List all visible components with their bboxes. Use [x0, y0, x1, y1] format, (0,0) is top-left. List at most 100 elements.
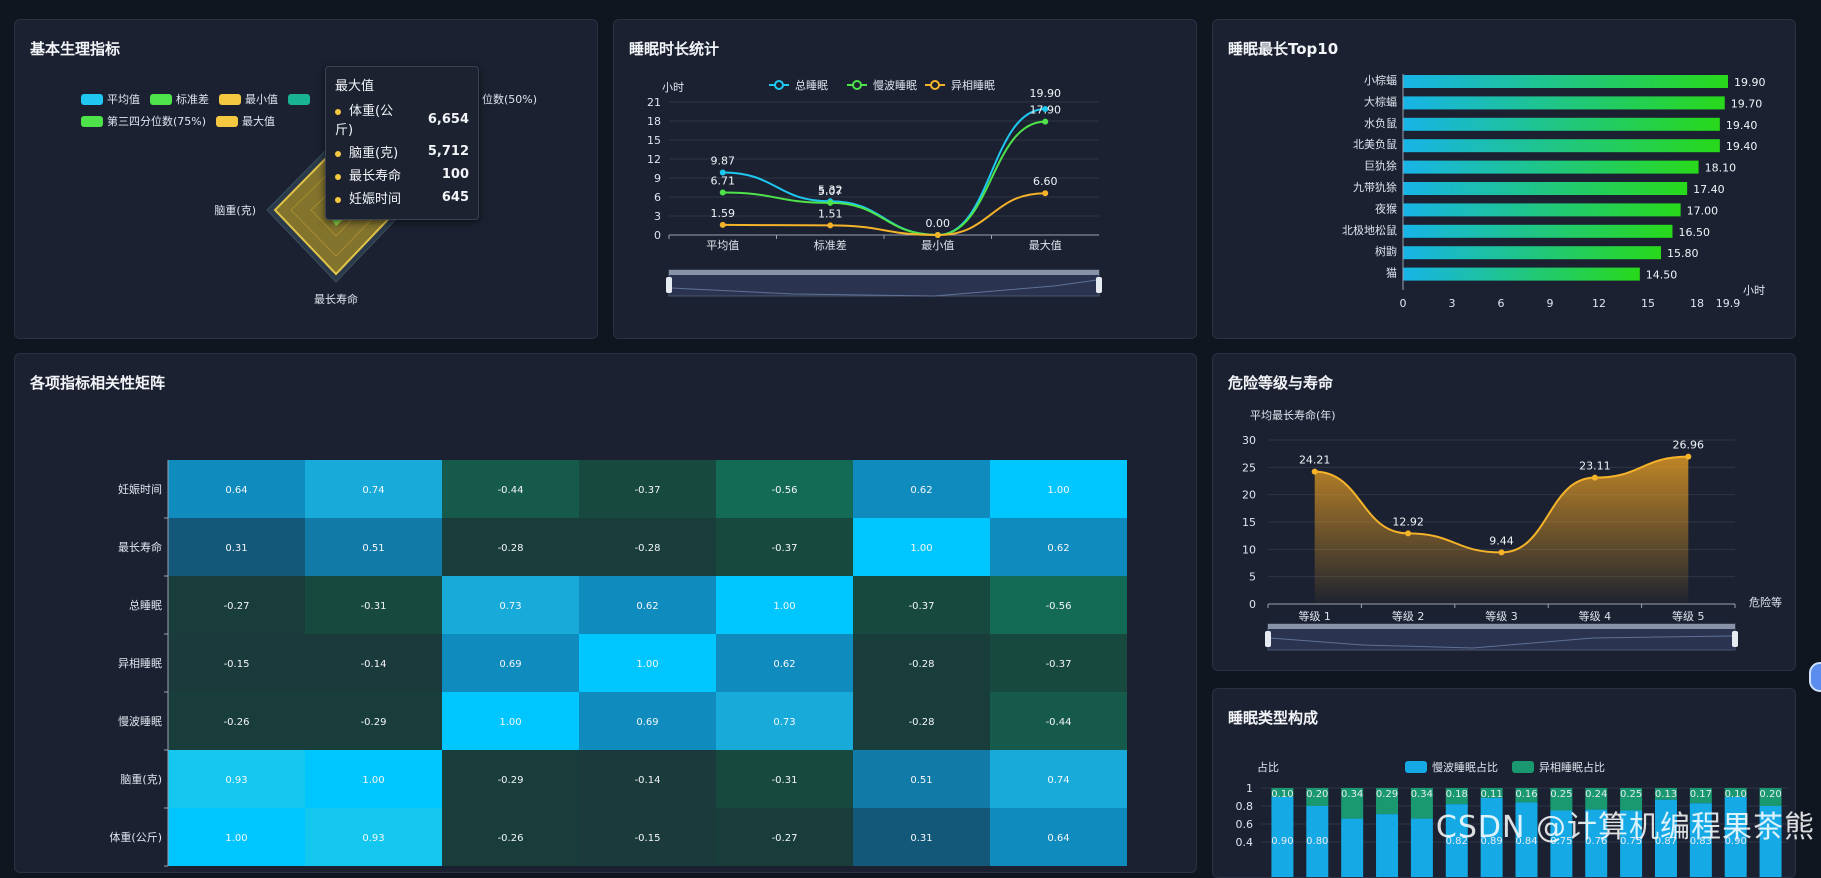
x-tick-label: 9	[1546, 297, 1553, 310]
data-point	[827, 200, 833, 206]
tooltip-row: 脑重(克)5,712	[335, 142, 469, 161]
tooltip-value: 100	[442, 167, 469, 182]
x-tick-label: 6	[1497, 297, 1504, 310]
data-label: 6.60	[1033, 175, 1058, 188]
tooltip-name: 体重(公斤)	[335, 104, 393, 138]
cell-value: 0.62	[773, 659, 795, 670]
y-tick-label: 夜猴	[1375, 201, 1397, 215]
data-point	[1405, 530, 1411, 536]
cell-value: -0.14	[361, 659, 387, 670]
x-axis-title: 小时	[1743, 284, 1765, 297]
row-label: 慢波睡眠	[118, 715, 162, 728]
x-tick-label: 等级 3	[1485, 609, 1518, 623]
data-point	[1042, 190, 1048, 196]
data-label: 6.71	[711, 175, 736, 188]
cell-value: -0.28	[498, 543, 524, 554]
legend-item[interactable]: 第三四分位数(75%)	[81, 113, 206, 129]
y-tick-label: 9	[654, 172, 661, 185]
legend-item[interactable]: 最大值	[216, 113, 275, 129]
data-label: 9.44	[1489, 534, 1514, 547]
radar-legend-partial: 位数(50%)	[482, 91, 537, 107]
y-tick-label: 小棕蝠	[1364, 73, 1397, 87]
legend-item[interactable]	[288, 94, 310, 105]
cell-value: -0.26	[498, 833, 524, 844]
cell-value: -0.37	[909, 601, 935, 612]
cell-value: -0.37	[635, 485, 661, 496]
zoom-handle-left	[1265, 631, 1271, 647]
y-tick-label: 12	[647, 153, 661, 166]
legend-item[interactable]: 标准差	[150, 91, 209, 107]
x-tick-label: 等级 5	[1672, 609, 1705, 623]
radar-legend-row-2: 第三四分位数(75%) 最大值	[81, 113, 275, 129]
data-point	[1592, 475, 1598, 481]
data-point	[720, 222, 726, 228]
data-label: 23.11	[1579, 460, 1611, 473]
legend-label: 异相睡眠占比	[1539, 760, 1605, 774]
cell-value: 0.73	[773, 717, 795, 728]
legend-label: 平均值	[107, 91, 140, 107]
y-tick-label: 10	[1242, 543, 1256, 556]
x-tick-label: 最大值	[1029, 238, 1062, 252]
sleep-types-stacked-chart[interactable]: 占比慢波睡眠占比异相睡眠占比10.80.60.40.100.900.200.80…	[1213, 689, 1796, 878]
cell-value: 1.00	[362, 775, 384, 786]
x-tick-label: 15	[1641, 297, 1655, 310]
data-label: 24.21	[1299, 454, 1331, 467]
basic-metrics-panel: 基本生理指标 平均值 标准差 最小值 位数(50%) 第三四分位数(75%) 最…	[14, 19, 598, 339]
y-tick-label: 0	[1249, 598, 1256, 611]
cell-value: -0.29	[498, 775, 524, 786]
legend-swatch	[288, 94, 310, 105]
y-tick-label: 树鼩	[1375, 244, 1397, 258]
bar-value-label: 19.40	[1726, 140, 1758, 153]
cell-value: 1.00	[225, 833, 247, 844]
bar-top-label: 0.17	[1690, 789, 1712, 800]
area-fill	[1315, 457, 1689, 604]
legend-item[interactable]: 平均值	[81, 91, 140, 107]
side-float-button[interactable]	[1809, 662, 1821, 692]
legend-item[interactable]: 最小值	[219, 91, 278, 107]
cell-value: 0.93	[225, 775, 247, 786]
cell-value: 0.74	[1047, 775, 1069, 786]
x-tick-label: 标准差	[814, 238, 847, 252]
row-label: 异相睡眠	[118, 657, 162, 670]
row-label: 总睡眠	[129, 598, 162, 612]
legend-label: 标准差	[176, 91, 209, 107]
x-tick-label: 平均值	[706, 239, 739, 252]
y-tick-label: 北美负鼠	[1353, 137, 1397, 151]
row-label: 妊娠时间	[118, 482, 162, 496]
stack-bar-bottom	[1341, 819, 1363, 878]
cell-value: 0.62	[1047, 543, 1069, 554]
cell-value: -0.29	[361, 717, 387, 728]
bar-top-label: 0.25	[1620, 789, 1642, 800]
zoom-bar	[1268, 624, 1735, 629]
legend-marker	[775, 81, 783, 89]
cell-value: -0.26	[224, 717, 250, 728]
tooltip-name: 脑重(克)	[349, 146, 398, 161]
cell-value: 0.62	[636, 601, 658, 612]
y-tick-label: 九带犰狳	[1353, 180, 1397, 194]
x-axis-title: 危险等	[1749, 595, 1782, 609]
cell-value: -0.37	[1046, 659, 1072, 670]
legend-swatch	[1512, 761, 1534, 773]
cell-value: -0.56	[772, 485, 798, 496]
y-tick-label: 3	[654, 210, 661, 223]
y-tick-label: 21	[647, 96, 661, 109]
bar-value-label: 19.40	[1726, 119, 1758, 132]
legend-swatch	[81, 116, 103, 127]
y-tick-label: 30	[1242, 434, 1256, 447]
radar-axis-label: 最长寿命	[314, 292, 358, 306]
data-point	[827, 222, 833, 228]
radar-chart[interactable]: 体重 脑重(克) 妊娠时间 最长寿命	[15, 20, 598, 339]
zoom-handle-right	[1096, 277, 1102, 293]
data-point	[1312, 469, 1318, 475]
sleep-line-chart[interactable]: 小时总睡眠慢波睡眠异相睡眠036912151821平均值标准差最小值最大值9.8…	[614, 20, 1197, 339]
bar-value-label: 19.70	[1731, 97, 1763, 110]
cell-value: -0.28	[635, 543, 661, 554]
bar-top-label: 0.34	[1341, 789, 1363, 800]
